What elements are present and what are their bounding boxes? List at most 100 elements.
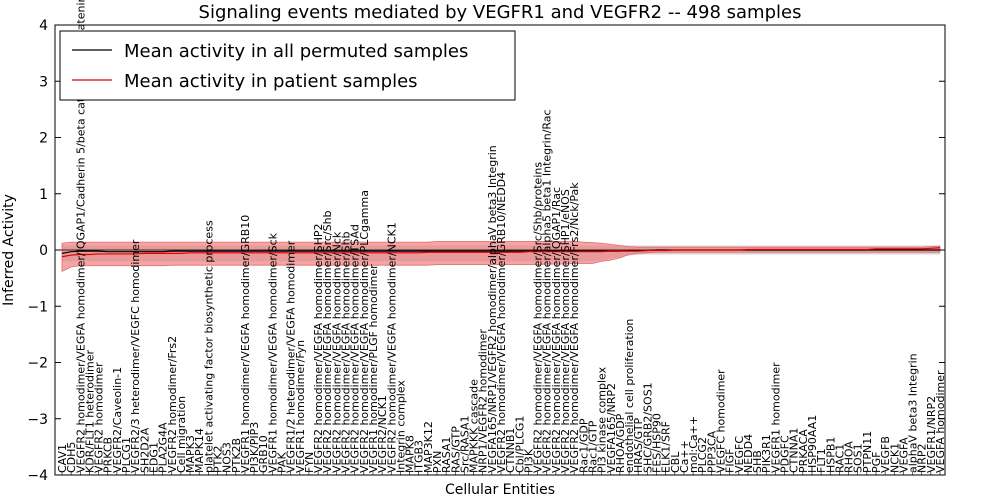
x-tick-label: Cell migration [175, 396, 188, 473]
x-tick-label: VEGFB [879, 436, 892, 473]
x-tick-label: PAK [276, 452, 289, 473]
x-tick-label: ELK1/SRF [660, 421, 673, 473]
x-tick-label: VEGFR1/NRP2 [925, 396, 938, 473]
x-tick-label: PIK3R1 [760, 434, 773, 473]
x-tick-label: RAC1 [833, 444, 846, 473]
x-tick-label: Rac1/GDP [577, 418, 590, 473]
x-tick-label: FLT1 [815, 448, 828, 473]
y-tick-label: 0 [39, 243, 48, 259]
x-tick-label: NCK1 [888, 443, 901, 473]
x-tick-label: VEGFR2 homodimer/VEGFA homodimer/Frs2/Nc… [568, 182, 581, 473]
x-tick-label: CTNNA1 [788, 428, 801, 473]
x-tick-label: FIGF [724, 449, 737, 473]
x-tick-label: RHOA/GDP [614, 413, 627, 473]
x-tick-label: MAPK14 [193, 428, 206, 473]
x-tick-label: VEGFR2 homodimer/VEGFA homodimer/Src/Shb [321, 210, 334, 473]
y-tick-label: 3 [39, 74, 48, 90]
x-tick-label: NOS3 [221, 442, 234, 473]
x-tick-label: KDR/FLT1 heterodimer [83, 349, 96, 473]
x-tick-label: PTPN11 [861, 431, 874, 473]
x-tick-label: VEGFR2 homodimer/VEGFA homodimer/NCK1 [385, 222, 398, 473]
x-tick-label: PGF [870, 452, 883, 473]
y-tick-label: −1 [27, 299, 48, 315]
x-tick-label: EDG1 [147, 442, 160, 473]
x-tick-label: VEGFR2 homodimer/VEGFA homodimer/PLCgamm… [358, 190, 371, 473]
x-tick-label: VEGFR2 homodimer/VEGFA homodimer/GRB10/N… [495, 172, 508, 473]
y-tick-label: 2 [39, 131, 48, 147]
x-tick-label: SHC/GRB2/SOS1 [641, 382, 654, 473]
x-tick-label: VEGFR2 homodimer/VEGFA homodimer/Nck [330, 231, 343, 473]
x-tick-label: NEDD4 [742, 434, 755, 473]
x-tick-label: RASA1 [440, 437, 453, 473]
x-tick-label: CAV1 [56, 444, 69, 473]
x-tick-label: VEGFR1 homodimer/Fyn [294, 340, 307, 473]
x-tick-label: PLCG1 [120, 437, 133, 473]
x-tick-label: PLA2G4A [157, 422, 170, 473]
x-tick-label: MAPK3 [184, 435, 197, 473]
x-tick-label: VEGFR1 homodimer/PLGF homodimer [367, 264, 380, 473]
x-tick-label: FYN [303, 452, 316, 473]
x-tick-label: VEGFR2 homodimer/VEGFA homodimer/IQGAP1/… [74, 0, 87, 473]
x-tick-label: SHB [751, 450, 764, 473]
x-tick-label: VEGFR2 homodimer/VEGFA homodimer/alpha5 … [541, 109, 554, 473]
x-tick-label: NRP2 [916, 443, 929, 473]
x-tick-label: HSPB1 [824, 437, 837, 473]
y-axis: −4 −3 −2 −1 0 1 2 3 4 [27, 18, 945, 484]
y-tick-label: 4 [39, 18, 48, 34]
x-tick-label: VEGFR1 homodimer/VEGFA homodimer/GRB10 [239, 215, 252, 473]
x-tick-label: CBL [669, 451, 682, 473]
x-tick-label: VEGFR2 homodimer/VEGFA homodimer/IQGAP1/… [550, 187, 563, 473]
y-tick-label: 1 [39, 187, 48, 203]
x-tick-label: endothelial cell proliferation [623, 319, 636, 473]
x-tick-label: Integrin complex [394, 380, 407, 473]
x-tick-label: VEGFC [733, 436, 746, 473]
x-tick-label: Cbl/PLCG1 [513, 416, 526, 473]
x-tick-label: PTK2B [230, 438, 243, 473]
patient-spread-band [61, 241, 941, 273]
x-tick-label: NRP1/VEGFR2 homodimer [477, 329, 490, 473]
x-tick-label: VEGFR1 homodimer [769, 362, 782, 473]
x-tick-label: VEGFR2 homodimer/VEGFA homodimer/Src/Shb… [532, 162, 545, 473]
x-tick-label: PLCG2 [696, 437, 709, 473]
x-tick-label: SH2D2A [138, 427, 151, 473]
chart-title: Signaling events mediated by VEGFR1 and … [199, 2, 802, 23]
x-tick-label: HSP90AA1 [806, 415, 819, 473]
plot-area [55, 241, 945, 273]
x-tick-label: VEGFR2/NCK1 [376, 395, 389, 473]
legend: Mean activity in all permuted samples Me… [59, 30, 516, 101]
x-tick-label: PXN [431, 451, 444, 473]
x-tick-label: VEGFC homodimer [715, 369, 728, 473]
x-tick-label: PRKACA [797, 429, 810, 473]
legend-frame [59, 30, 516, 101]
x-tick-label: alphaV beta3 Integrin [907, 353, 920, 473]
x-tick-label: VEGFA165/NRP2 [605, 383, 618, 473]
x-tick-label: MAPKKK cascade [468, 379, 481, 473]
x-tick-label: GRB10 [257, 435, 270, 473]
x-tick-label: VEGFA165/NRP1/VEGFR2 homodimer/alphaV be… [486, 145, 499, 473]
x-tick-label: Ca++ [678, 440, 691, 473]
x-tick-label: MAPK8 [404, 435, 417, 473]
x-tick-label: PI3 kinase complex [596, 366, 609, 473]
x-tick-label: VEGFR2 homodimer/VEGFA homodimer/Shb [340, 231, 353, 473]
x-tick-label: PTK2 [211, 445, 224, 473]
x-tick-label: PPP3CA [705, 430, 718, 473]
x-tick-label: VEGFA homodimer [934, 370, 947, 473]
x-tick-label: VEGFR2 homodimer/VEGFA homodimer/SHP2 [312, 224, 325, 473]
x-axis-label: Cellular Entities [445, 482, 555, 498]
x-tick-label: ITGB3 [413, 440, 426, 473]
x-tick-label: VEGFR2 homodimer [93, 362, 106, 473]
x-tick-label: FES/HSP90 [650, 413, 663, 473]
y-tick-label: −2 [27, 356, 48, 372]
x-tick-label: mol:Ca++ [687, 416, 700, 473]
x-tick-label: VEGFR2 homodimer/Frs2 [166, 336, 179, 473]
x-tick-label: RAS/GTP [449, 426, 462, 473]
x-tick-label: PI3K/PIP3 [248, 422, 261, 473]
x-tick-label: CDH5 [65, 442, 78, 473]
x-tick-label: VEGFR2/3 heterodimer/VEGFC homodimer [129, 239, 142, 473]
x-tick-label: VEGFR1 homodimer/VEGFA homodimer/Sck [266, 232, 279, 473]
x-tick-label: HRAS/GTP [632, 417, 645, 473]
x-tick-label: VEGFA [897, 437, 910, 473]
x-tick-label: RHOA [843, 441, 856, 473]
